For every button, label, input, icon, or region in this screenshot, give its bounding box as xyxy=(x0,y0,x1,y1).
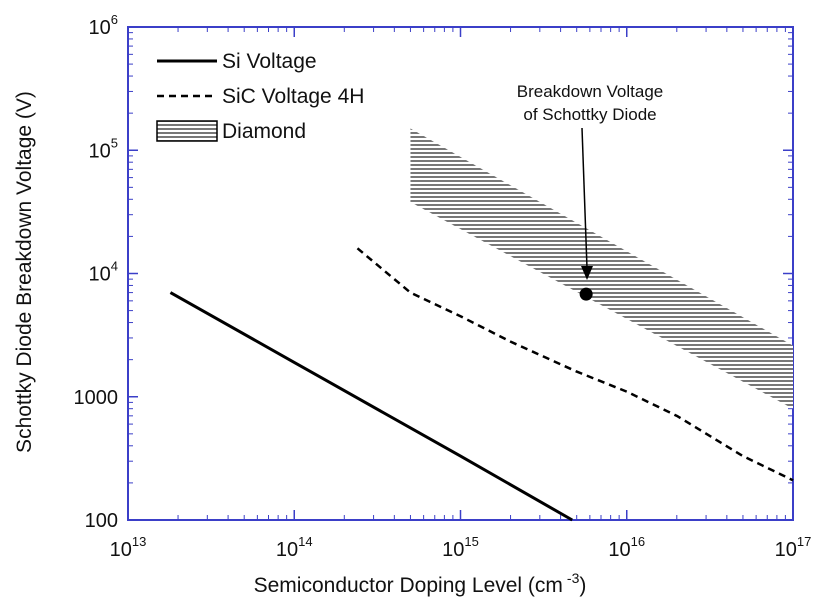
legend-label-sic: SiC Voltage 4H xyxy=(222,85,364,108)
x-tick-label: 1013 xyxy=(110,534,147,561)
annotation-arrowhead xyxy=(581,266,593,280)
legend: Si Voltage SiC Voltage 4H Diamond xyxy=(156,50,364,143)
legend-label-diamond: Diamond xyxy=(222,120,306,143)
legend-swatch-diamond xyxy=(156,120,218,142)
annotation-line-1: Breakdown Voltage xyxy=(517,82,664,101)
y-tick-label: 105 xyxy=(89,135,118,162)
y-tick-label: 104 xyxy=(89,259,118,286)
y-tick-label: 1000 xyxy=(74,387,119,409)
y-axis-title: Schottky Diode Breakdown Voltage (V) xyxy=(13,91,36,453)
y-tick-label: 106 xyxy=(89,12,118,39)
x-tick-label: 1014 xyxy=(276,534,313,561)
series-layer xyxy=(169,128,794,522)
y-tick-label: 100 xyxy=(85,510,118,532)
series-diamond-band xyxy=(410,128,793,409)
x-tick-label: 1017 xyxy=(775,534,812,561)
legend-label-si: Si Voltage xyxy=(222,50,317,73)
plot-frame xyxy=(127,26,794,521)
annotation-line-2: of Schottky Diode xyxy=(523,105,656,124)
annotation-arrow-shaft xyxy=(581,127,588,269)
x-tick-label: 1015 xyxy=(442,534,479,561)
x-axis-title: Semiconductor Doping Level (cm -3) xyxy=(254,570,587,597)
ticks-layer: 1013 1014 1015 1016 1017 100 1000 104 105 106 xyxy=(74,12,812,561)
annotation: Breakdown Voltage of Schottky Diode xyxy=(517,82,664,280)
breakdown-point-marker xyxy=(579,287,593,301)
series-si-voltage-line xyxy=(169,291,573,522)
x-tick-label: 1016 xyxy=(608,534,645,561)
series-sic-voltage-4h-line xyxy=(356,247,794,482)
